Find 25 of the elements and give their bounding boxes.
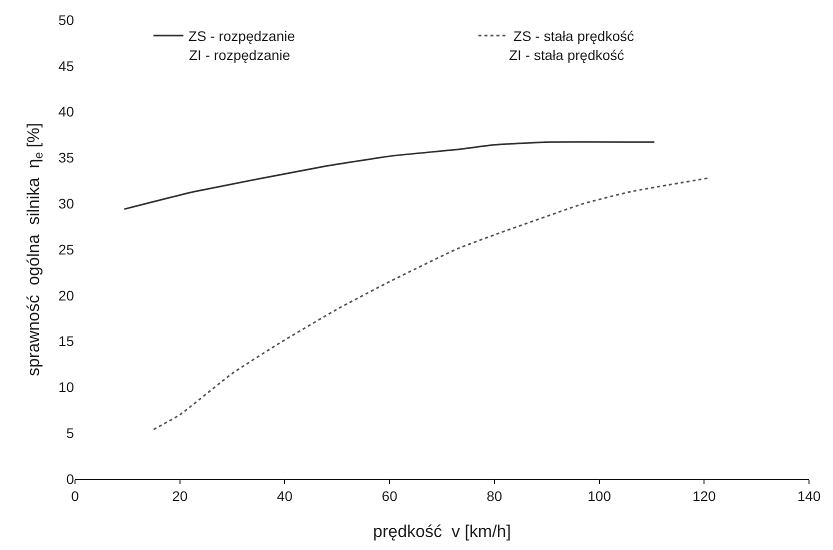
legend-label: ZS - rozpędzanie <box>188 28 296 44</box>
x-tick-label: 40 <box>276 488 293 504</box>
y-tick-label: 10 <box>58 379 74 396</box>
x-tick-label: 120 <box>692 488 716 504</box>
line-series <box>152 177 710 430</box>
x-tick-label: 140 <box>797 488 821 504</box>
y-tick-label: 20 <box>58 287 74 304</box>
x-tick-label: 20 <box>172 488 188 504</box>
y-tick-label: 50 <box>58 12 74 28</box>
y-tick-label: 30 <box>58 196 74 212</box>
line-series <box>123 141 656 210</box>
y-tick-label: 15 <box>58 333 74 350</box>
y-tick-label: 5 <box>66 425 74 441</box>
x-tick-label: 100 <box>588 488 612 504</box>
y-tick-label: 40 <box>58 104 74 120</box>
y-tick-label: 25 <box>58 241 74 258</box>
y-tick-label: 0 <box>66 470 74 487</box>
y-tick-label: 35 <box>58 150 74 166</box>
x-tick-label: 80 <box>486 488 502 504</box>
x-axis-title: prędkość v [km/h] <box>373 522 511 542</box>
annotation: ZI - rozpędzanie <box>189 47 290 63</box>
y-tick-label: 45 <box>58 58 74 74</box>
annotation: ZI - stała prędkość <box>509 47 624 63</box>
x-tick-label: 60 <box>382 488 398 504</box>
legend-label: ZS - stała prędkość <box>513 28 634 44</box>
